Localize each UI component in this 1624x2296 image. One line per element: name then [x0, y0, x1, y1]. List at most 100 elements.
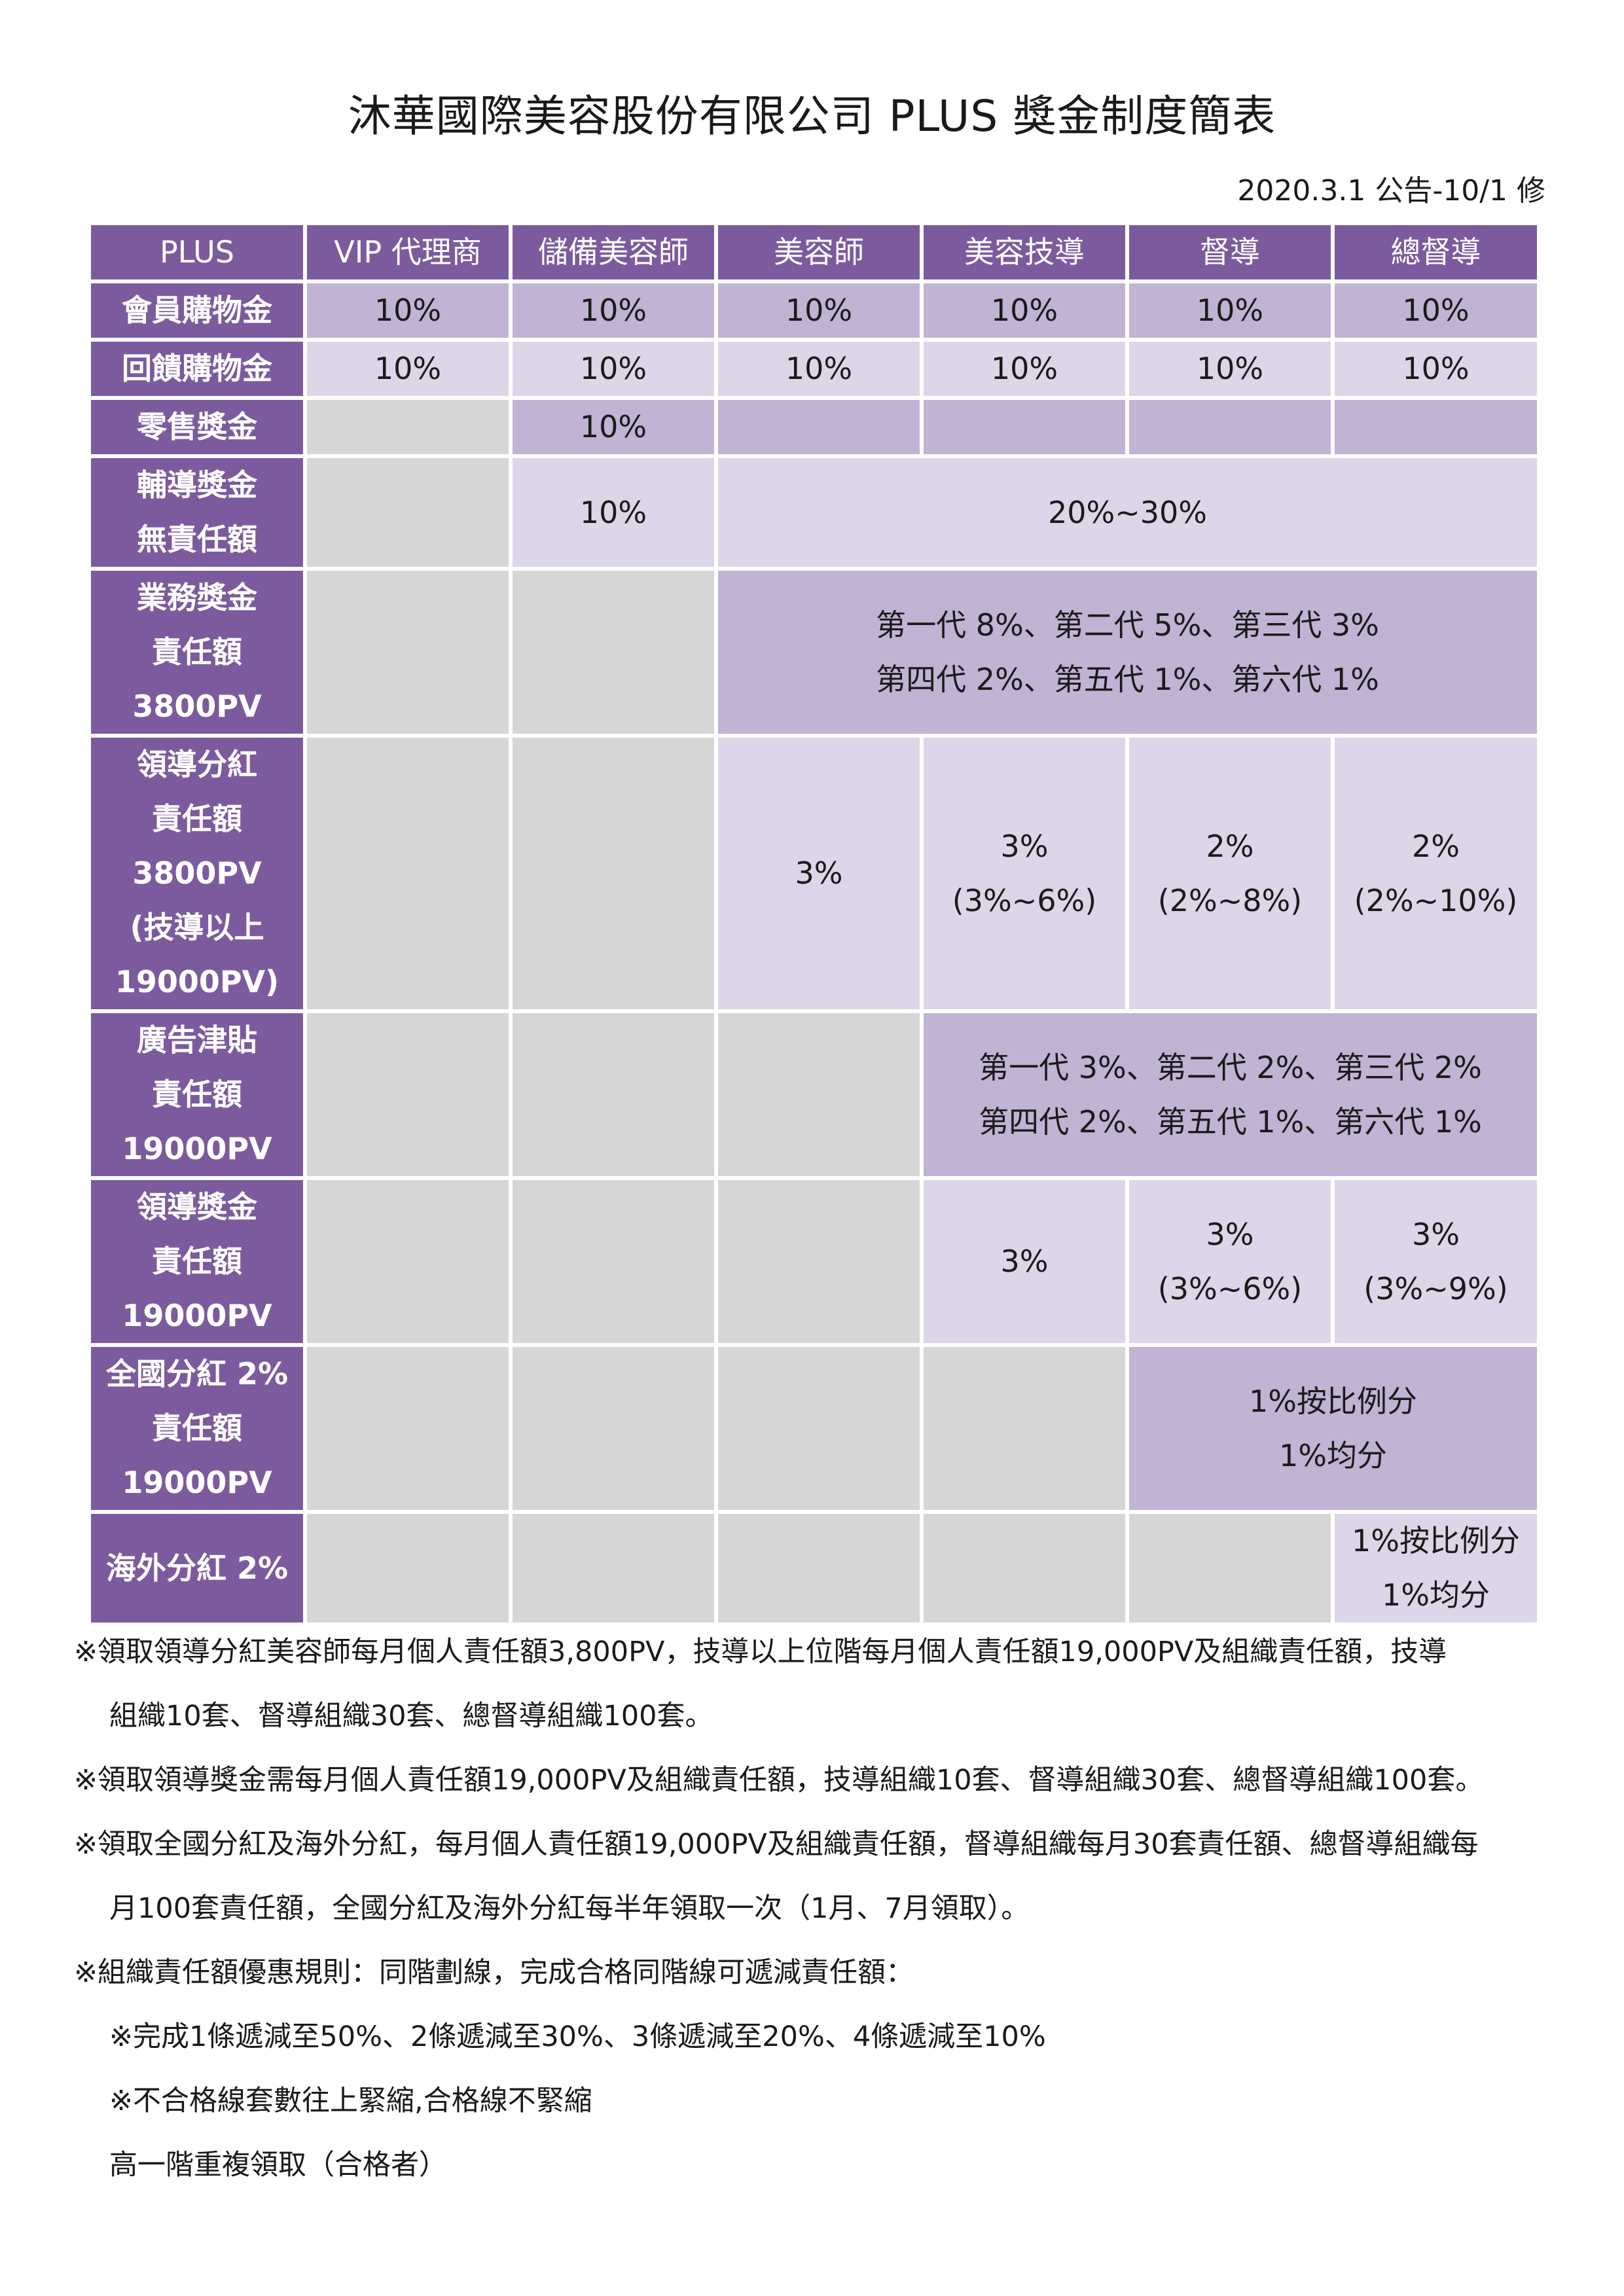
row-feedback-credit: 回饋購物金 10% 10% 10% 10% 10% 10% [87, 338, 1541, 400]
empty-cell [1331, 396, 1541, 458]
page-title: 沐華國際美容股份有限公司 PLUS 獎金制度簡表 [348, 91, 1276, 141]
table-cell: 3% (3%~9%) [1331, 1176, 1541, 1347]
header-cell-vip-agent: VIP 代理商 [303, 221, 513, 283]
note-line: 月100套責任額，全國分紅及海外分紅每半年領取一次（1月、7月領取）。 [109, 1892, 1030, 1925]
cell-line: 2% [1412, 828, 1460, 864]
empty-cell [303, 1176, 513, 1347]
row-label: 零售獎金 [87, 396, 307, 458]
table-cell: 10% [920, 279, 1129, 342]
cell-line: 1%均分 [1382, 1577, 1490, 1613]
table-cell: 2% (2%~10%) [1331, 734, 1541, 1013]
table-cell: 1%按比例分 1%均分 [1125, 1343, 1541, 1514]
empty-cell [714, 1176, 924, 1347]
cell-line: 1%均分 [1279, 1437, 1387, 1473]
row-business-bonus: 業務獎金 責任額 3800PV 第一代 8%、第二代 5%、第三代 3% 第四代… [87, 567, 1541, 738]
table-cell: 第一代 8%、第二代 5%、第三代 3% 第四代 2%、第五代 1%、第六代 1… [714, 567, 1541, 738]
table-cell: 2% (2%~8%) [1125, 734, 1335, 1013]
empty-cell [509, 567, 718, 738]
bonus-table: PLUS VIP 代理商 儲備美容師 美容師 美容技導 督導 總督導 會員購物金… [87, 221, 1541, 1626]
table-cell: 10% [509, 338, 718, 400]
table-cell: 1%按比例分 1%均分 [1331, 1510, 1541, 1626]
table-cell: 第一代 3%、第二代 2%、第三代 2% 第四代 2%、第五代 1%、第六代 1… [920, 1009, 1541, 1180]
row-label-line: 責任額 [152, 1410, 242, 1446]
header-row: PLUS VIP 代理商 儲備美容師 美容師 美容技導 督導 總督導 [87, 221, 1541, 283]
row-label: 業務獎金 責任額 3800PV [87, 567, 307, 738]
table-cell: 10% [920, 338, 1129, 400]
row-label: 海外分紅 2% [87, 1510, 307, 1626]
note-line: ※領取全國分紅及海外分紅，每月個人責任額19,000PV及組織責任額，督導組織每… [74, 1828, 1479, 1861]
empty-cell [509, 734, 718, 1013]
table-cell: 3% (3%~6%) [1125, 1176, 1335, 1347]
cell-line: (3%~9%) [1363, 1270, 1508, 1306]
row-label-line: (技導以上 [130, 910, 264, 945]
table-cell: 10% [714, 338, 924, 400]
note-line: ※領取領導分紅美容師每月個人責任額3,800PV，技導以上位階每月個人責任額19… [74, 1636, 1447, 1668]
cell-line: 3% [1000, 828, 1049, 864]
empty-cell [303, 396, 513, 458]
table-cell: 10% [1331, 279, 1541, 342]
row-label-line: 責任額 [152, 1077, 242, 1112]
table-cell: 10% [509, 279, 718, 342]
row-label-line: 3800PV [132, 855, 262, 891]
note-line: ※組織責任額優惠規則：同階劃線，完成合格同階線可遞減責任額： [74, 1956, 914, 1989]
cell-line: 1%按比例分 [1352, 1523, 1520, 1558]
notes-section: ※領取領導分紅美容師每月個人責任額3,800PV，技導以上位階每月個人責任額19… [74, 1620, 1566, 2197]
cell-line: 3% [1206, 1216, 1254, 1252]
row-national-dividend: 全國分紅 2% 責任額 19000PV 1%按比例分 1%均分 [87, 1343, 1541, 1514]
header-cell-supervisor: 督導 [1125, 221, 1335, 283]
row-label-line: 輔導獎金 [137, 467, 257, 503]
row-label: 領導分紅 責任額 3800PV (技導以上 19000PV) [87, 734, 307, 1013]
note-line: ※完成1條遞減至50%、2條遞減至30%、3條遞減至20%、4條遞減至10% [109, 2020, 1046, 2053]
table-cell: 10% [509, 396, 718, 458]
row-label-line: 責任額 [152, 801, 242, 836]
row-label-line: 3800PV [132, 689, 262, 724]
generation-rates-line: 第一代 3%、第二代 2%、第三代 2% [979, 1049, 1482, 1085]
row-label: 廣告津貼 責任額 19000PV [87, 1009, 307, 1180]
header-cell-beautician: 美容師 [714, 221, 924, 283]
empty-cell [920, 1343, 1129, 1514]
empty-cell [303, 567, 513, 738]
row-label: 全國分紅 2% 責任額 19000PV [87, 1343, 307, 1514]
note-line: 組織10套、督導組織30套、總督導組織100套。 [109, 1700, 713, 1732]
row-coaching-bonus: 輔導獎金 無責任額 10% 20%~30% [87, 454, 1541, 571]
empty-cell [1125, 396, 1335, 458]
table-cell: 10% [303, 279, 513, 342]
row-label: 領導獎金 責任額 19000PV [87, 1176, 307, 1347]
row-label-line: 領導獎金 [137, 1189, 257, 1225]
empty-cell [714, 1510, 924, 1626]
empty-cell [303, 454, 513, 571]
note-line: ※不合格線套數往上緊縮,合格線不緊縮 [109, 2085, 592, 2117]
row-label-line: 責任額 [152, 634, 242, 670]
table-cell: 10% [1125, 279, 1335, 342]
cell-line: 2% [1206, 828, 1254, 864]
table-cell: 10% [714, 279, 924, 342]
empty-cell [303, 1343, 513, 1514]
row-label: 會員購物金 [87, 279, 307, 342]
header-cell-plus: PLUS [87, 221, 307, 283]
table-cell: 3% (3%~6%) [920, 734, 1129, 1013]
cell-line: 1%按比例分 [1249, 1383, 1417, 1419]
empty-cell [714, 1009, 924, 1180]
empty-cell [509, 1176, 718, 1347]
empty-cell [303, 1009, 513, 1180]
row-leadership-dividend: 領導分紅 責任額 3800PV (技導以上 19000PV) 3% 3% (3%… [87, 734, 1541, 1013]
row-label-line: 無責任額 [137, 522, 257, 557]
row-member-credit: 會員購物金 10% 10% 10% 10% 10% 10% [87, 279, 1541, 342]
cell-line: (2%~10%) [1354, 882, 1518, 918]
empty-cell [303, 734, 513, 1013]
row-label-line: 責任額 [152, 1244, 242, 1279]
cell-line: 3% [1412, 1216, 1460, 1252]
row-leadership-bonus: 領導獎金 責任額 19000PV 3% 3% (3%~6%) 3% (3%~9%… [87, 1176, 1541, 1347]
empty-cell [509, 1343, 718, 1514]
empty-cell [509, 1009, 718, 1180]
row-label-line: 全國分紅 2% [105, 1356, 289, 1391]
note-line: ※領取領導獎金需每月個人責任額19,000PV及組織責任額，技導組織10套、督導… [74, 1764, 1484, 1797]
empty-cell [920, 1510, 1129, 1626]
row-label-line: 廣告津貼 [137, 1022, 257, 1058]
header-cell-chief-supervisor: 總督導 [1331, 221, 1541, 283]
empty-cell [509, 1510, 718, 1626]
row-label-line: 19000PV [122, 1298, 272, 1333]
empty-cell [1125, 1510, 1335, 1626]
table-cell: 10% [509, 454, 718, 571]
announcement-date: 2020.3.1 公告-10/1 修 [1237, 174, 1545, 207]
